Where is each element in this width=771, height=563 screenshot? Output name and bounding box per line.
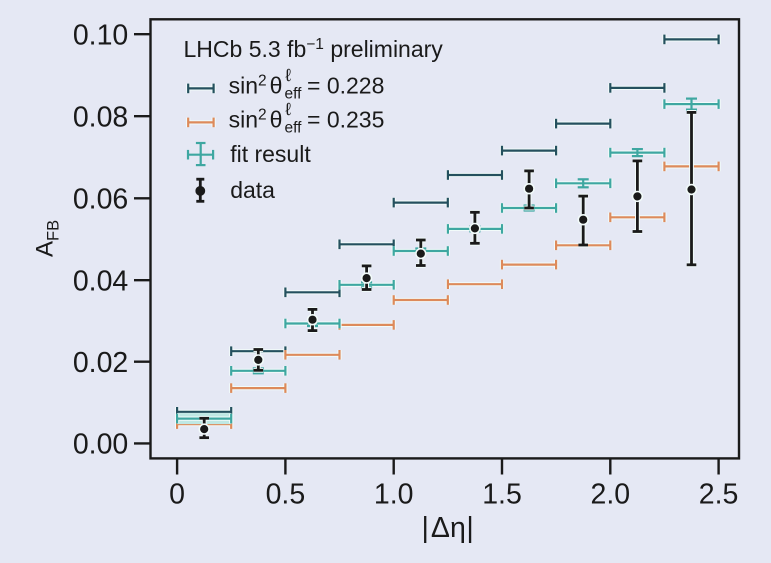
svg-text:1.5: 1.5 <box>482 479 522 511</box>
svg-text:|Δη|: |Δη| <box>422 512 474 544</box>
svg-text:= 0.228: = 0.228 <box>307 73 384 99</box>
svg-text:LHCb 5.3 fb−1 preliminary: LHCb 5.3 fb−1 preliminary <box>184 36 444 62</box>
svg-text:0.04: 0.04 <box>73 265 129 297</box>
svg-text:0.02: 0.02 <box>73 347 128 379</box>
svg-text:0.06: 0.06 <box>73 183 128 215</box>
svg-text:0: 0 <box>169 479 185 511</box>
svg-text:0.08: 0.08 <box>73 101 128 133</box>
svg-text:0.00: 0.00 <box>73 429 128 461</box>
svg-text:0.5: 0.5 <box>266 479 306 511</box>
svg-text:eff: eff <box>285 120 303 137</box>
svg-text:= 0.235: = 0.235 <box>307 107 384 133</box>
svg-text:2.0: 2.0 <box>590 479 630 511</box>
svg-text:1.0: 1.0 <box>374 479 414 511</box>
svg-text:2.5: 2.5 <box>699 479 739 511</box>
svg-text:data: data <box>230 177 275 203</box>
svg-text:0.10: 0.10 <box>73 19 128 51</box>
svg-text:ℓ: ℓ <box>284 65 291 85</box>
svg-text:eff: eff <box>285 86 303 103</box>
svg-text:ℓ: ℓ <box>284 99 291 119</box>
svg-text:fit result: fit result <box>230 141 311 167</box>
